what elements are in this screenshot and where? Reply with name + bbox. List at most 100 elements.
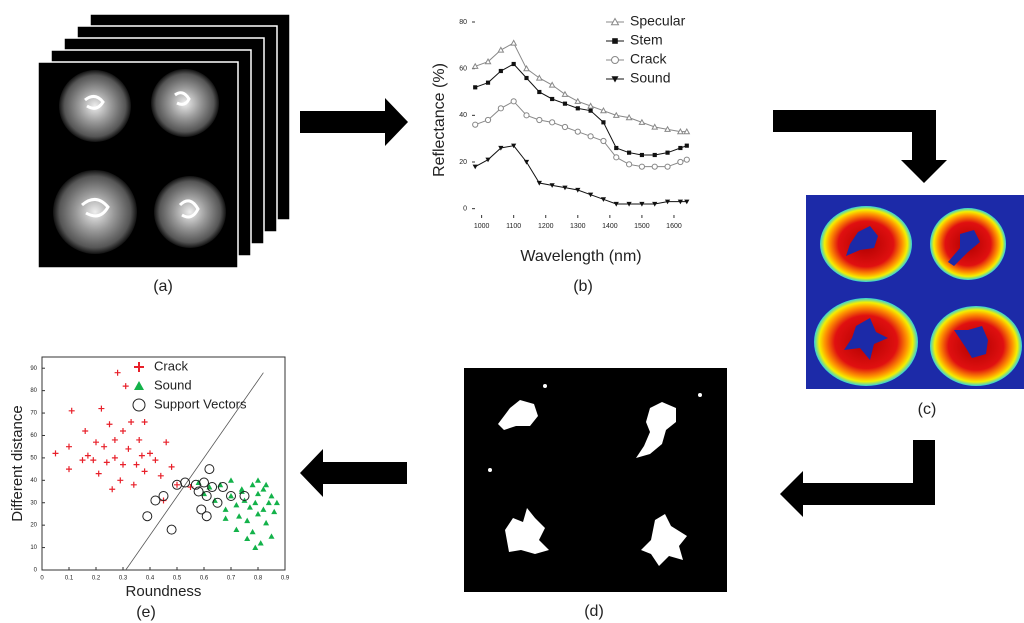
marker: [141, 468, 148, 475]
image-stack: [37, 13, 291, 269]
decision-boundary: [125, 372, 264, 571]
plot-frame: [41, 356, 286, 571]
marker: [511, 61, 516, 67]
marker: [114, 369, 121, 376]
panel-label: (a): [153, 278, 173, 295]
legend-label: Crack: [154, 358, 188, 373]
marker: [238, 488, 245, 494]
marker: [228, 493, 234, 499]
marker: [677, 199, 683, 205]
marker: [260, 486, 267, 492]
marker: [79, 457, 86, 464]
x-tick-label: 0.6: [200, 576, 209, 582]
marker: [236, 513, 243, 519]
marker: [136, 436, 143, 443]
marker: [201, 511, 212, 522]
marker: [614, 145, 619, 151]
marker: [265, 499, 272, 506]
x-tick-label: 1000: [474, 223, 490, 230]
marker: [103, 459, 110, 466]
x-tick-label: 1500: [634, 223, 650, 230]
marker: [133, 461, 140, 468]
marker: [255, 477, 261, 483]
legend-marker: [611, 56, 619, 64]
marker: [625, 114, 633, 121]
marker: [510, 98, 517, 105]
marker: [498, 68, 503, 74]
marker: [106, 421, 113, 428]
marker: [677, 158, 684, 166]
marker: [174, 481, 180, 488]
marker: [255, 490, 261, 497]
x-axis-label: Roundness: [126, 583, 202, 600]
marker: [263, 481, 270, 488]
y-tick-label: 40: [30, 478, 37, 484]
marker: [98, 405, 105, 412]
marker: [271, 508, 278, 515]
legend-label: Sound: [154, 377, 192, 392]
marker: [152, 457, 159, 464]
marker: [212, 497, 223, 508]
y-tick-label: 30: [30, 500, 37, 506]
x-tick-label: 0: [40, 576, 44, 582]
x-tick-label: 0.8: [254, 576, 263, 582]
arrow: [780, 440, 935, 517]
y-tick-label: 0: [34, 568, 38, 574]
marker: [511, 143, 517, 149]
marker: [613, 201, 619, 207]
marker: [273, 499, 280, 506]
legend-marker: [134, 381, 144, 390]
marker: [664, 125, 672, 132]
marker: [120, 427, 126, 434]
line: [475, 63, 687, 156]
marker: [498, 145, 504, 151]
marker: [535, 74, 543, 81]
marker: [82, 427, 89, 434]
marker: [497, 105, 504, 112]
x-tick-label: 1100: [506, 223, 521, 230]
x-tick-label: 0.3: [119, 576, 128, 582]
marker: [120, 461, 126, 468]
marker: [252, 499, 259, 506]
marker: [239, 491, 250, 502]
marker: [485, 157, 491, 163]
y-tick-label: 80: [459, 19, 467, 26]
panel-label: (e): [136, 604, 156, 621]
marker: [90, 457, 97, 464]
marker: [471, 62, 479, 69]
marker: [549, 119, 556, 126]
marker: [472, 164, 478, 170]
panel-label: (c): [918, 401, 937, 418]
marker: [574, 97, 582, 104]
marker: [111, 454, 118, 461]
marker: [228, 477, 234, 483]
marker: [158, 491, 169, 502]
marker: [497, 46, 505, 53]
marker: [260, 506, 267, 512]
y-tick-label: 60: [30, 433, 37, 439]
marker: [651, 163, 658, 170]
marker: [246, 504, 253, 510]
marker: [574, 128, 581, 135]
marker: [207, 482, 218, 493]
y-tick-label: 40: [459, 112, 467, 119]
marker: [548, 81, 556, 88]
arrow: [300, 449, 407, 497]
marker: [562, 185, 568, 191]
marker: [226, 491, 236, 502]
marker: [510, 39, 518, 46]
marker: [678, 145, 683, 151]
arrow: [300, 98, 408, 146]
legend-marker: [612, 38, 618, 44]
marker: [66, 466, 72, 473]
x-tick-label: 1300: [570, 223, 586, 230]
marker: [222, 506, 229, 512]
marker: [612, 111, 620, 118]
legend-label: Stem: [630, 32, 663, 48]
y-tick-label: 20: [459, 159, 467, 166]
legend-label: Specular: [630, 13, 686, 29]
marker: [484, 58, 492, 65]
marker: [473, 85, 478, 90]
marker: [524, 75, 529, 81]
